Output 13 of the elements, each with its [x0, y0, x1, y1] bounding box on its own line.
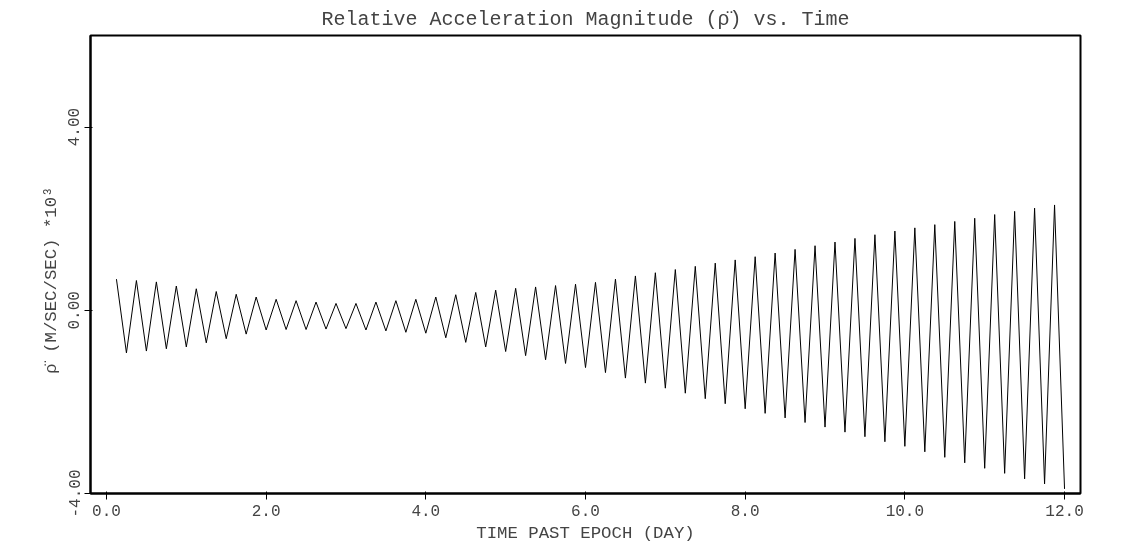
y-tick-label: 4.00 [66, 107, 85, 147]
x-tick-label: 8.0 [730, 502, 760, 521]
x-tick-label: 0.0 [92, 502, 121, 521]
chart-title: Relative Acceleration Magnitude (ρ̈) vs. Time [321, 7, 850, 31]
x-tick-label: 12.0 [1045, 502, 1084, 521]
x-tick-label: 10.0 [885, 502, 925, 521]
y-tick-label: -4.00 [66, 469, 85, 518]
y-axis-title: ρ̈ (M/SEC/SEC) *10³ [41, 186, 61, 374]
y-tick-label: 0.00 [66, 291, 85, 330]
x-tick-label: 6.0 [571, 502, 600, 521]
x-tick-label: 4.0 [411, 502, 441, 521]
x-tick-label: 2.0 [251, 502, 281, 521]
x-axis-title: TIME PAST EPOCH (DAY) [476, 523, 695, 543]
